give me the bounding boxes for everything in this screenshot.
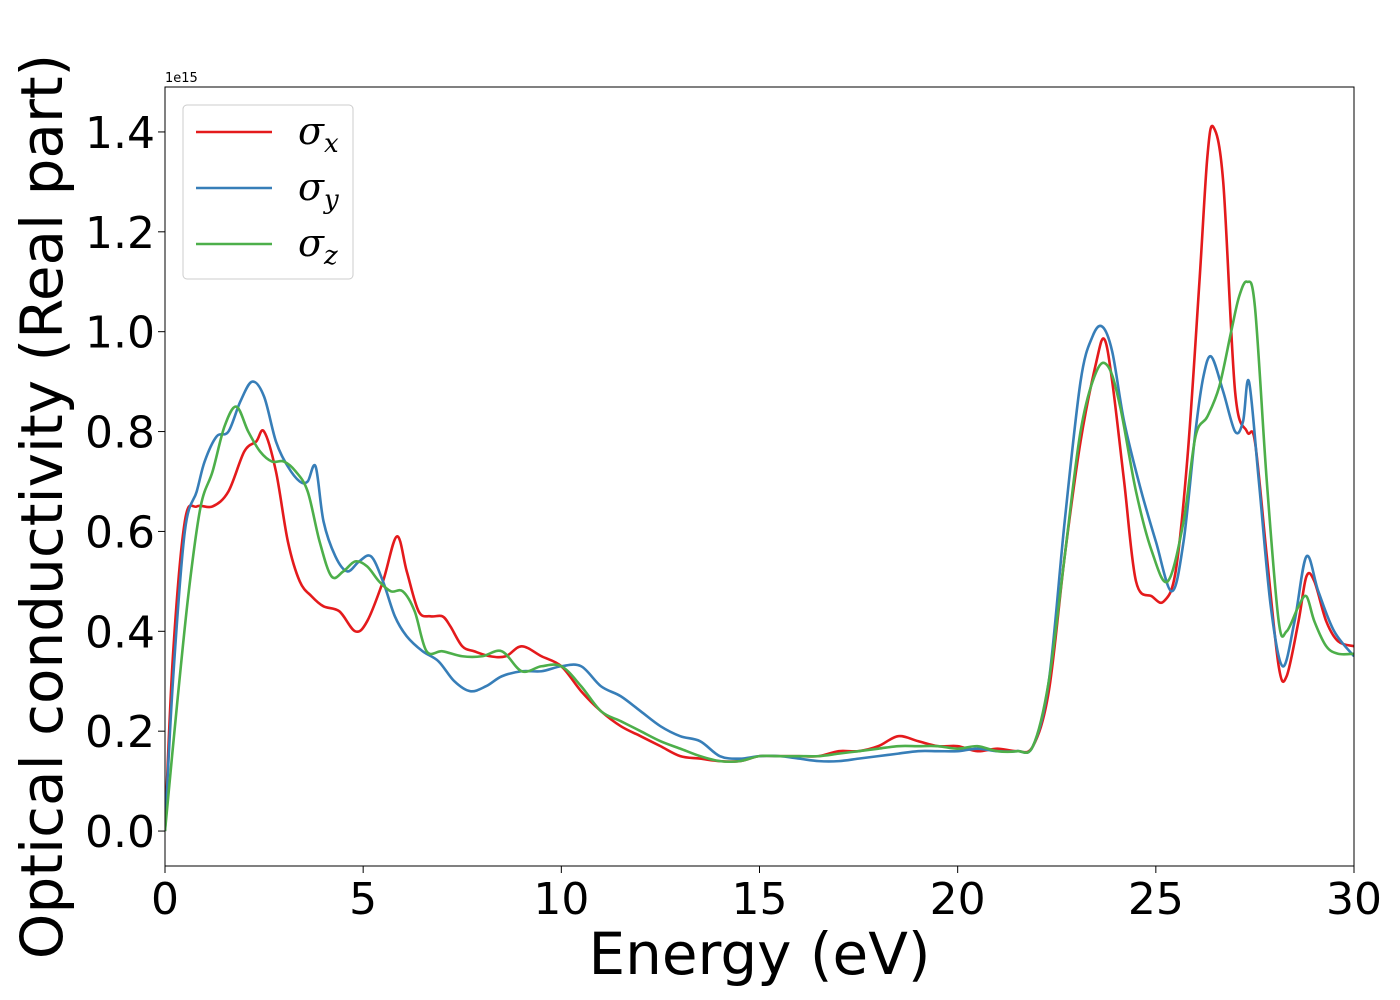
y-tick-label: 0.6: [85, 507, 155, 558]
y-tick-label: 0.2: [85, 707, 155, 758]
legend-label-y: σy: [298, 165, 339, 215]
series-line-z: [165, 280, 1354, 832]
x-axis-title: Energy (eV): [588, 920, 930, 988]
y-tick-label: 0.0: [85, 807, 155, 858]
legend: σx σy σz: [182, 104, 354, 280]
x-tick-label: 25: [1128, 874, 1184, 925]
x-tick-label: 15: [732, 874, 788, 925]
y-tick-label: 1.4: [85, 108, 155, 159]
y-axis-title: Optical conductivity (Real part): [8, 54, 76, 959]
x-tick-label: 30: [1326, 874, 1382, 925]
tick-layer: 0 5 10 15 20 25 30 0.0 0.2 0.4 0.6 0.8 1.0 1.2 1.4: [85, 108, 1382, 925]
y-tick-label: 0.4: [85, 607, 155, 658]
legend-label-x: σx: [298, 109, 339, 159]
x-tick-label: 10: [533, 874, 589, 925]
legend-label-z: σz: [298, 221, 338, 271]
y-tick-label: 1.2: [85, 208, 155, 259]
x-tick-label: 20: [930, 874, 986, 925]
y-tick-label: 1.0: [85, 308, 155, 359]
legend-box: [182, 104, 354, 280]
series-layer: [165, 124, 1354, 832]
y-tick-label: 0.8: [85, 408, 155, 459]
x-tick-label: 5: [349, 874, 377, 925]
x-tick-label: 0: [151, 874, 179, 925]
y-offset-label: 1e15: [165, 71, 198, 86]
